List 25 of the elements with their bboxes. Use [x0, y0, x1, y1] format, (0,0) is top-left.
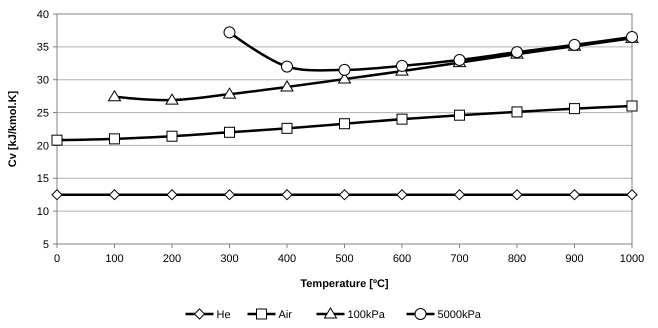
x-tick-label: 0 [54, 253, 60, 265]
y-tick-label: 35 [36, 42, 49, 54]
x-axis-title: Temperature [ºC] [300, 278, 389, 290]
x-tick-label: 800 [508, 253, 526, 265]
x-tick-label: 300 [220, 253, 239, 265]
legend-label: He [216, 308, 231, 321]
x-tick-label: 1000 [620, 253, 644, 265]
x-tick-label: 100 [105, 253, 124, 265]
y-tick-label: 10 [36, 206, 49, 218]
y-tick-label: 20 [36, 140, 49, 152]
y-axis-title: Cv [kJ/kmol.K] [7, 90, 19, 168]
y-tick-label: 15 [36, 173, 49, 186]
x-tick-label: 600 [392, 253, 412, 265]
y-tick-label: 30 [36, 74, 49, 87]
y-tick-label: 5 [42, 238, 49, 251]
legend-label: 100kPa [348, 308, 386, 321]
x-tick-label: 900 [565, 253, 584, 265]
x-tick-label: 500 [335, 253, 354, 265]
y-tick-label: 40 [36, 8, 49, 21]
y-tick-label: 25 [36, 107, 49, 120]
legend-label: Air [278, 308, 292, 321]
legend-label: 5000kPa [438, 308, 482, 321]
x-tick-label: 400 [278, 253, 296, 265]
x-tick-label: 200 [162, 253, 182, 265]
x-tick-label: 700 [450, 253, 469, 265]
